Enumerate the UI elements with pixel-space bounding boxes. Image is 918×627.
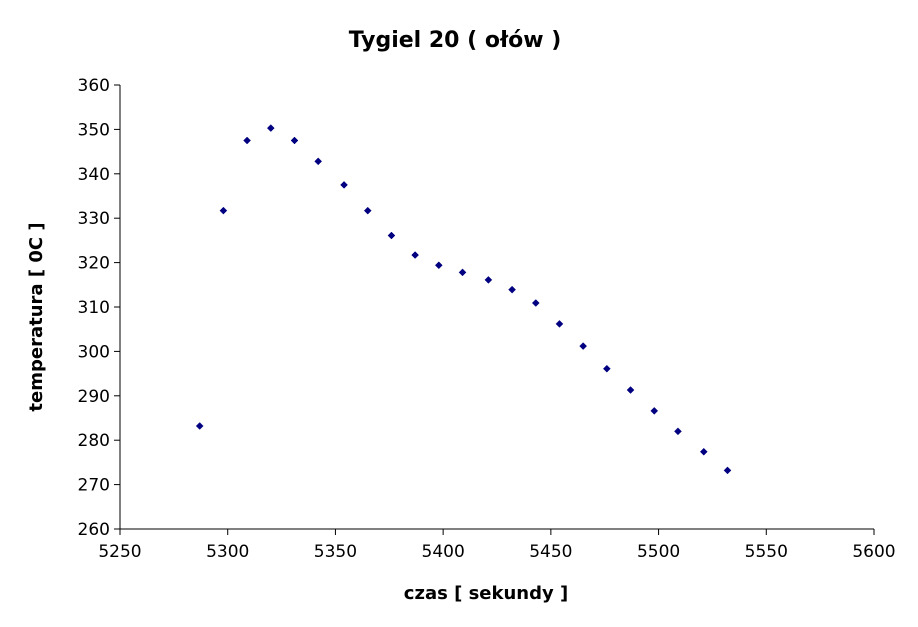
y-tick-label: 300	[78, 342, 110, 362]
data-point	[434, 261, 443, 270]
data-points	[195, 124, 732, 475]
data-point	[314, 157, 323, 166]
data-point	[243, 136, 251, 145]
data-point	[508, 285, 516, 294]
data-point	[531, 299, 540, 307]
x-tick-label: 5550	[745, 542, 788, 562]
x-tick-label: 5450	[529, 542, 572, 562]
x-tick-label: 5300	[206, 542, 249, 562]
y-tick-label: 290	[78, 387, 110, 407]
y-tick-label: 330	[78, 209, 110, 229]
y-tick-label: 310	[78, 298, 110, 318]
data-point	[579, 342, 588, 350]
x-tick-label: 5500	[637, 542, 680, 562]
data-point	[626, 386, 635, 394]
chart-title: Tygiel 20 ( ołów )	[349, 28, 562, 53]
data-point	[484, 276, 493, 284]
x-tick-label: 5400	[422, 542, 465, 562]
y-tick-label: 320	[78, 254, 110, 274]
data-point	[603, 364, 611, 373]
data-point	[555, 320, 564, 328]
data-point	[340, 181, 348, 189]
data-point	[411, 251, 419, 259]
y-tick-label: 340	[78, 165, 110, 185]
y-tick-label: 360	[78, 76, 110, 96]
data-point	[219, 206, 228, 215]
y-tick-label: 280	[78, 431, 110, 451]
y-tick-label: 270	[78, 476, 110, 496]
data-point	[674, 427, 682, 436]
data-point	[387, 231, 396, 240]
y-tick-label: 260	[78, 520, 110, 540]
data-point	[266, 124, 275, 132]
data-point	[195, 422, 204, 430]
y-axis-label: temperatura [ 0C ]	[26, 222, 47, 411]
x-tick-label: 5250	[98, 542, 141, 562]
x-axis-label: czas [ sekundy ]	[404, 583, 568, 604]
data-point	[363, 206, 372, 215]
data-point	[699, 447, 708, 456]
y-tick-label: 350	[78, 120, 110, 140]
axes: 260 270 280 290 300 310 320 330 340 350 360 5250 530…	[78, 76, 896, 562]
data-point	[458, 268, 467, 277]
x-tick-label: 5350	[314, 542, 357, 562]
data-point	[650, 407, 659, 415]
x-tick-label: 5600	[852, 542, 895, 562]
data-point	[723, 466, 732, 475]
data-point	[290, 136, 299, 145]
